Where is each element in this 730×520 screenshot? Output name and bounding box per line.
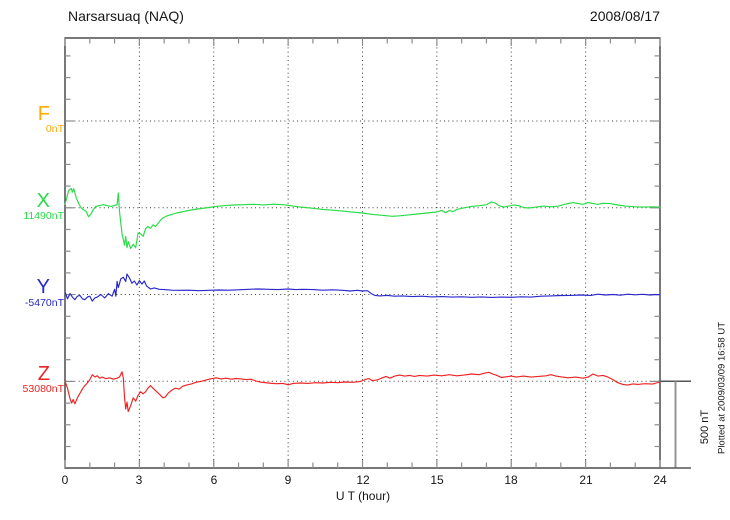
x-tick-label: 9: [284, 473, 292, 487]
x-tick-label: 21: [579, 473, 593, 487]
trace-x: [64, 187, 661, 250]
x-tick-label: 0: [61, 473, 69, 487]
x-axis-label: U T (hour): [335, 489, 391, 503]
series-baseline-value-x: 11490nT: [23, 210, 64, 222]
x-tick-label: 3: [135, 473, 143, 487]
trace-y: [64, 273, 661, 302]
scale-bar-label: 500 nT: [699, 409, 711, 445]
x-tick-label: 24: [653, 473, 667, 487]
series-baseline-value-z: 53080nT: [22, 383, 64, 395]
x-tick-label: 12: [356, 473, 370, 487]
date-label: 2008/08/17: [589, 8, 660, 24]
series-label-f: F: [37, 103, 50, 125]
trace-z: [64, 371, 661, 413]
series-label-x: X: [36, 190, 50, 212]
x-tick-label: 6: [210, 473, 218, 487]
x-tick-label: 18: [504, 473, 518, 487]
series-baseline-value-y: -5470nT: [24, 297, 64, 309]
plotted-at-note: Plotted at 2009/03/09 16:58 UT: [716, 321, 728, 455]
x-tick-label: 15: [430, 473, 444, 487]
series-label-z: Z: [37, 363, 50, 385]
station-title: Narsarsuaq (NAQ): [68, 8, 184, 24]
series-baseline-value-f: 0nT: [45, 123, 64, 135]
series-label-y: Y: [36, 276, 50, 298]
